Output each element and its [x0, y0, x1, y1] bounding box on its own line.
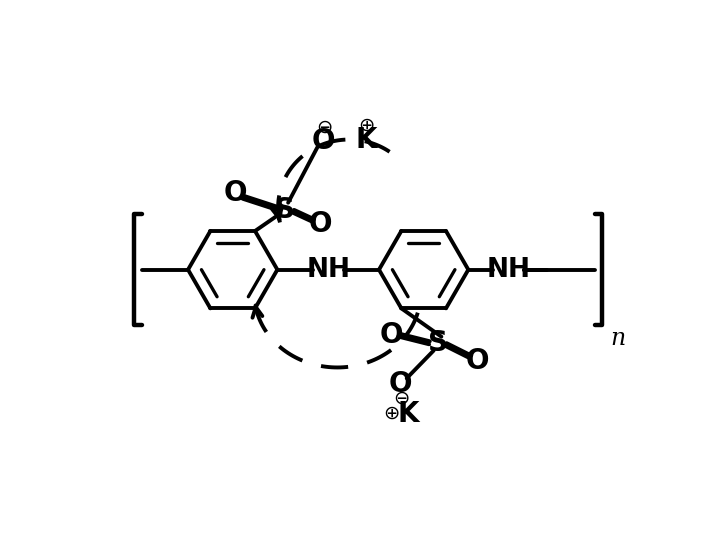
Text: $\ominus$: $\ominus$: [393, 389, 409, 408]
Text: $\oplus$: $\oplus$: [359, 116, 375, 135]
Text: $\oplus$: $\oplus$: [383, 404, 399, 423]
Text: K: K: [398, 399, 419, 428]
Text: O: O: [466, 347, 489, 375]
Text: S: S: [428, 329, 447, 357]
Text: $\ominus$: $\ominus$: [316, 117, 333, 137]
Text: NH: NH: [486, 257, 531, 282]
Text: S: S: [275, 197, 295, 224]
Text: NH: NH: [306, 257, 350, 282]
Text: O: O: [389, 371, 412, 398]
Text: K: K: [355, 125, 377, 154]
Text: n: n: [610, 327, 625, 350]
Text: O: O: [224, 179, 248, 207]
Text: O: O: [380, 321, 403, 349]
Text: O: O: [311, 127, 335, 155]
Text: O: O: [309, 210, 333, 238]
